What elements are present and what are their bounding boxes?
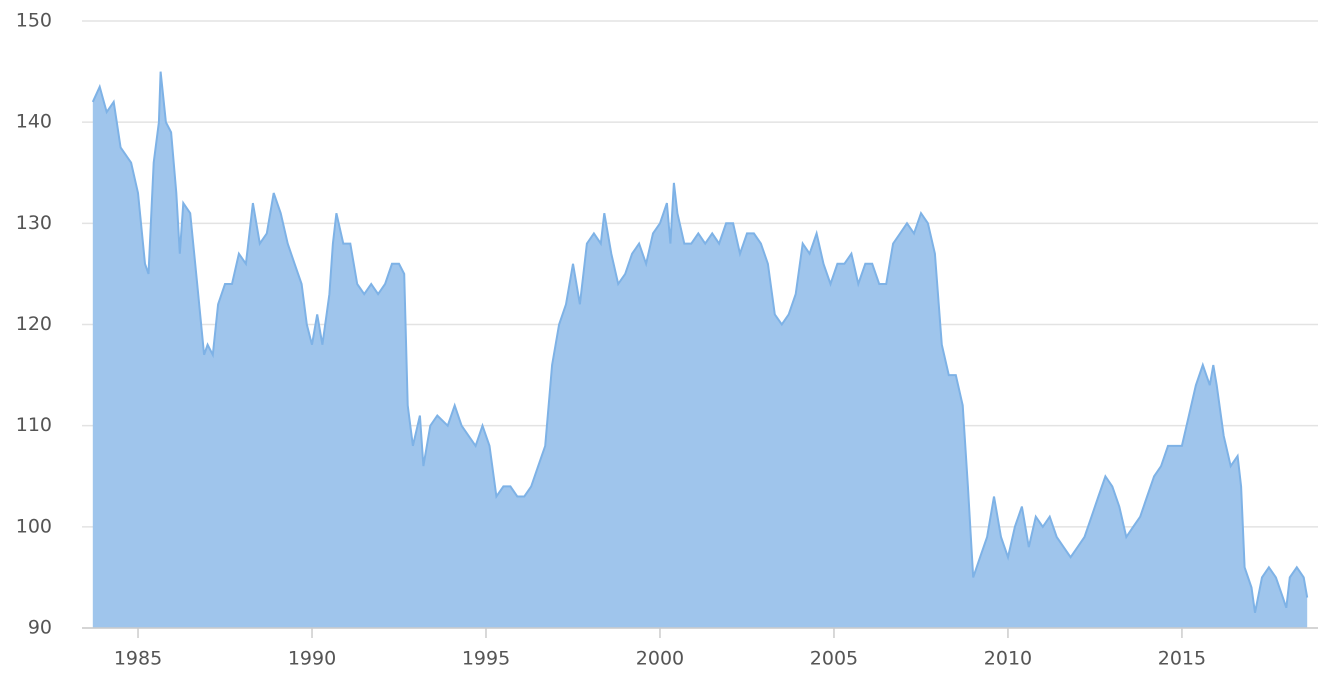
x-tick-label: 1990 (288, 648, 336, 670)
y-tick-label: 120 (16, 313, 52, 335)
area-line (91, 71, 1309, 613)
y-tick-label: 90 (28, 617, 52, 639)
x-tick-label: 1995 (462, 648, 510, 670)
y-tick-label: 100 (16, 515, 52, 537)
x-tick-label: 1985 (114, 648, 162, 670)
y-tick-label: 110 (16, 414, 52, 436)
area (92, 71, 1308, 629)
x-tick-label: 2015 (1158, 648, 1206, 670)
y-tick-label: 130 (16, 212, 52, 234)
x-tick-label: 2005 (810, 648, 858, 670)
x-tick-label: 2010 (984, 648, 1032, 670)
y-tick-label: 140 (16, 111, 52, 133)
y-tick-label: 150 (16, 10, 52, 32)
x-tick-label: 2000 (636, 648, 684, 670)
